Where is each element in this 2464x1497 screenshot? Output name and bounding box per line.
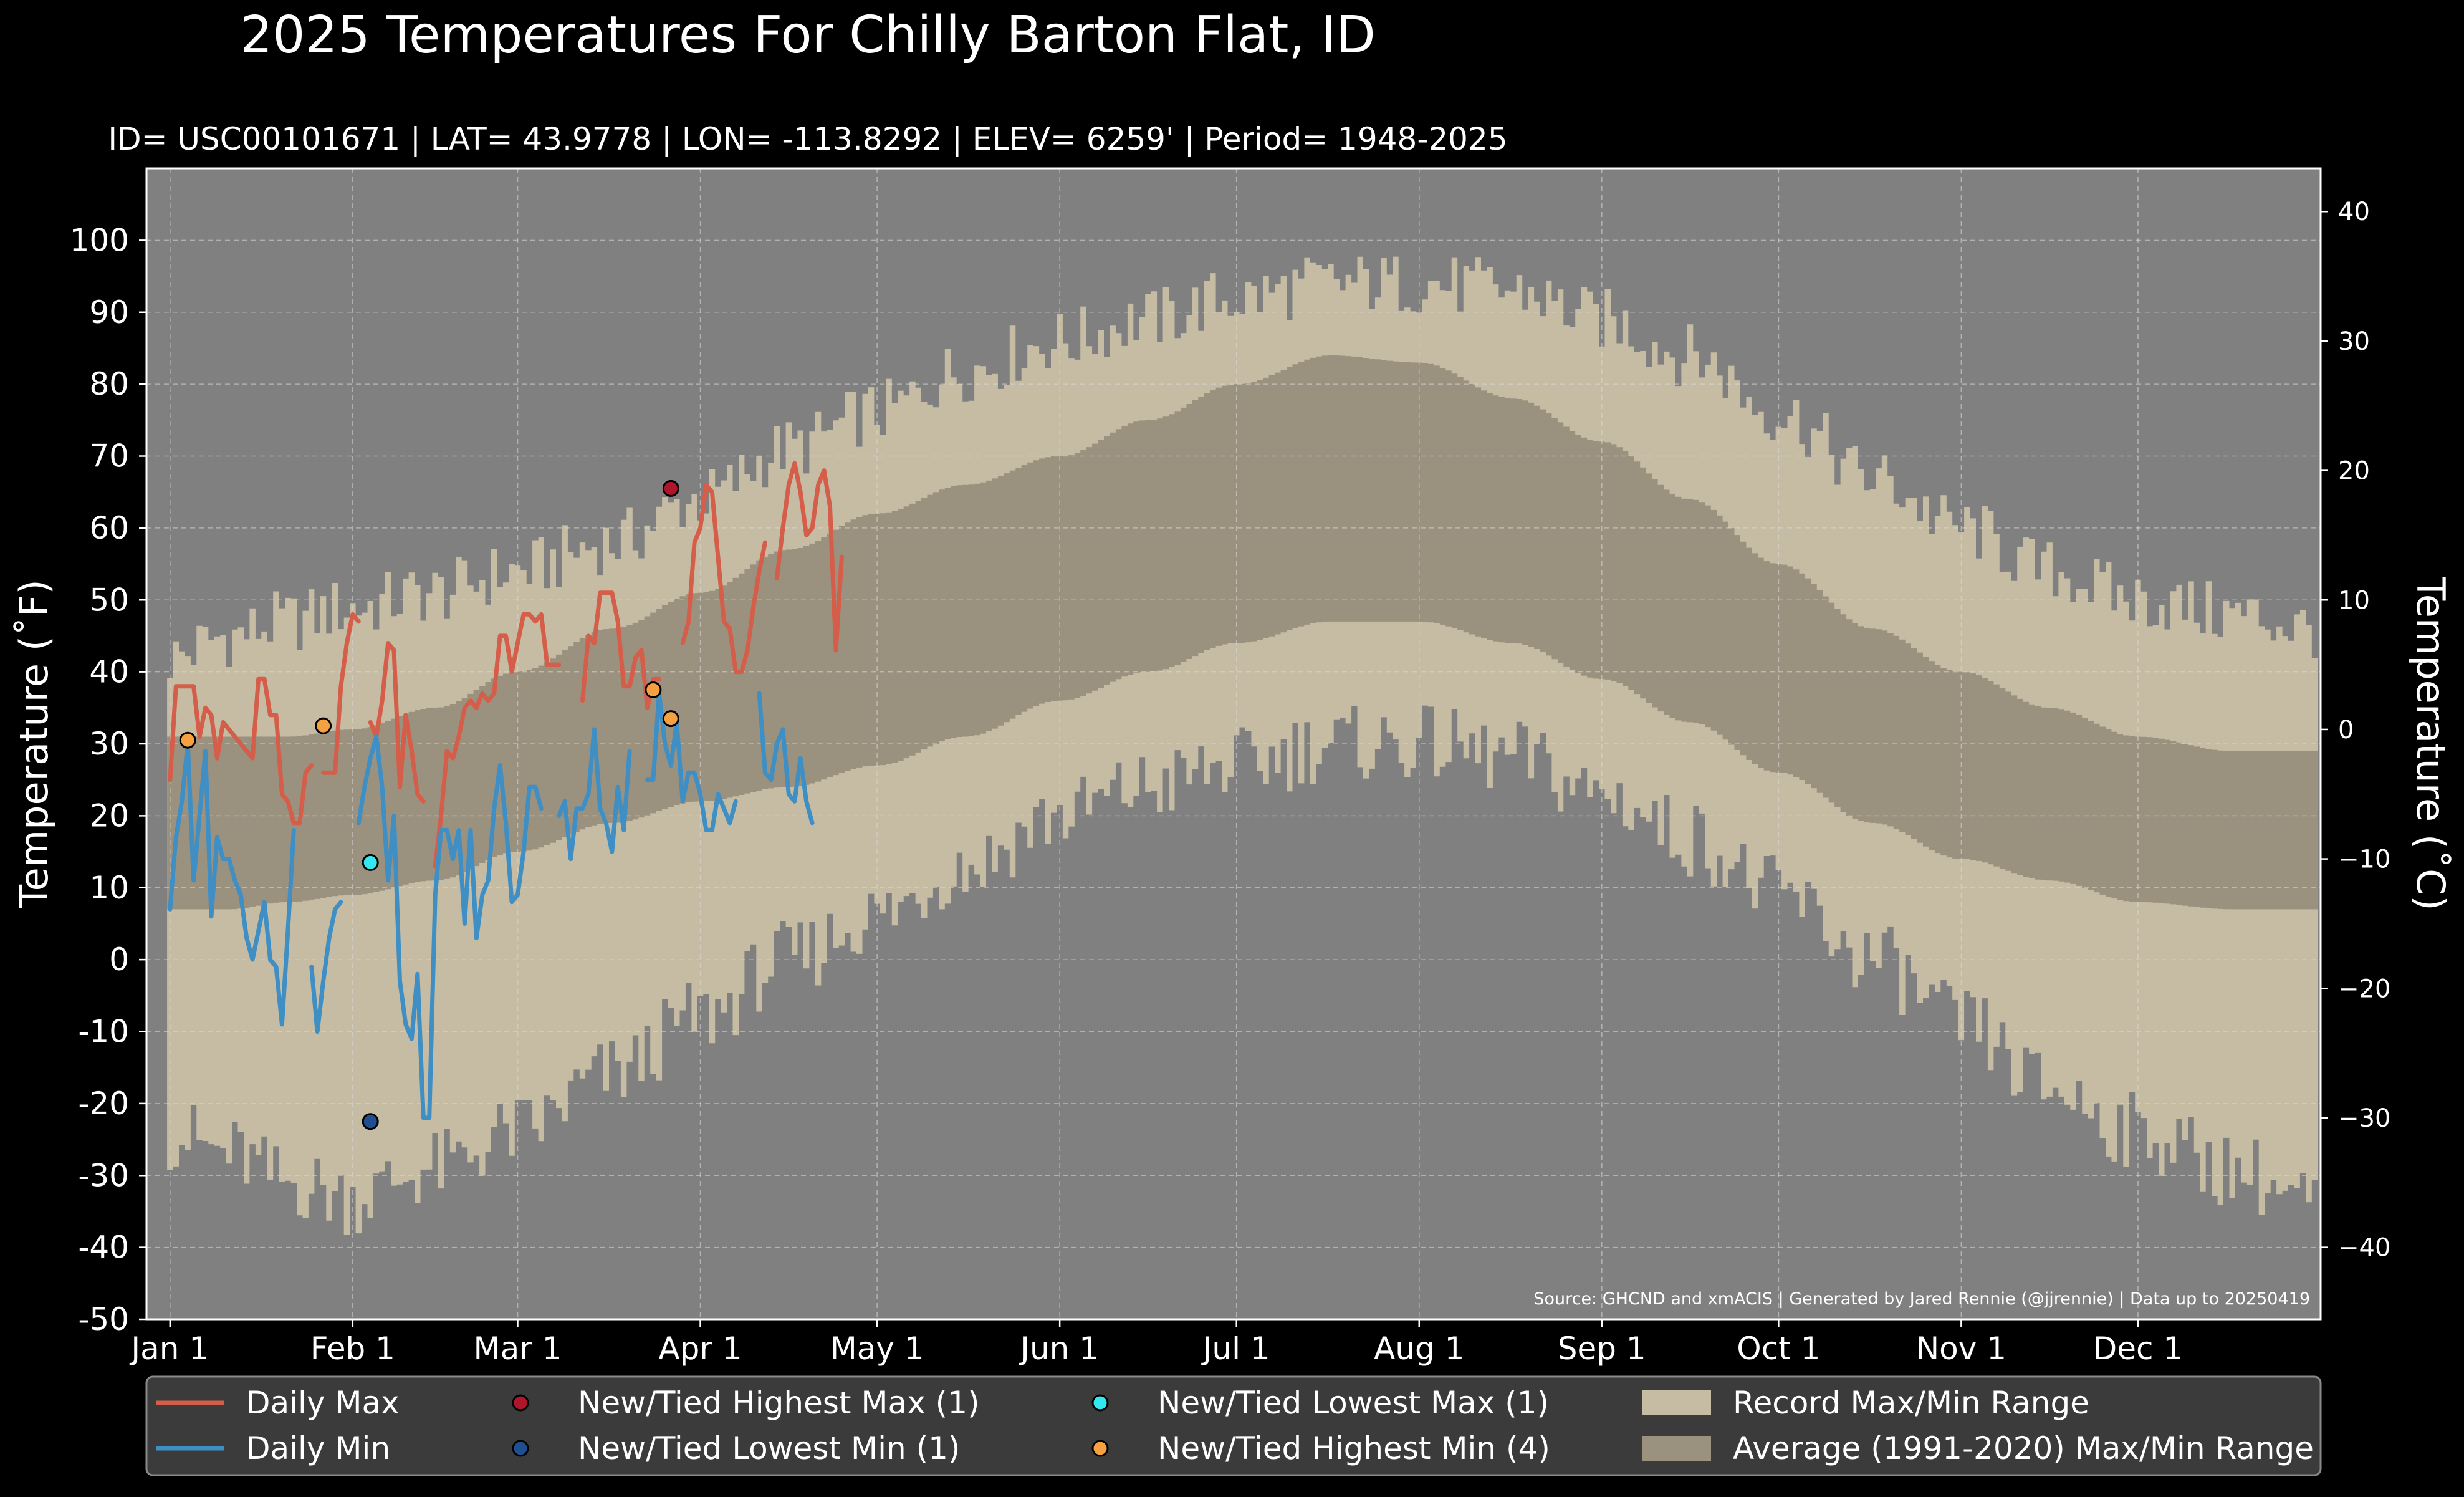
record-marker (662, 479, 679, 497)
y-tick-label: 10 (89, 870, 129, 906)
record-markers (179, 479, 679, 1130)
y-tick-label: 80 (89, 366, 129, 402)
y-tick-label: 90 (89, 294, 129, 330)
average-range-band (167, 355, 2318, 910)
y-tick-label: 70 (89, 438, 129, 474)
legend-label: New/Tied Lowest Max (1) (1158, 1385, 1549, 1421)
x-tick-label: Apr 1 (658, 1331, 742, 1367)
x-tick-label: Sep 1 (1558, 1331, 1646, 1367)
legend-item: New/Tied Highest Max (1) (512, 1385, 980, 1421)
y-right-tick-label: 40 (2338, 198, 2370, 226)
record-marker (662, 710, 679, 728)
daily-series (168, 461, 844, 1120)
average-range-area (167, 355, 2318, 910)
y-tick-label: -40 (78, 1230, 129, 1266)
legend-item: Daily Min (156, 1430, 390, 1466)
x-tick-label: Jan 1 (129, 1331, 209, 1367)
record-marker (315, 717, 332, 734)
legend-swatch (512, 1440, 529, 1457)
chart-title: 2025 Temperatures For Chilly Barton Flat… (240, 6, 1376, 65)
legend-swatch (1642, 1390, 1711, 1415)
x-tick-label: Aug 1 (1374, 1331, 1464, 1367)
legend-swatch (1091, 1394, 1109, 1412)
legend-box (145, 1375, 2322, 1476)
legend-swatch (512, 1394, 529, 1412)
y-tick-label: 60 (89, 510, 129, 546)
record-marker (362, 1113, 379, 1130)
x-tick-label: Oct 1 (1737, 1331, 1820, 1367)
source-note: Source: GHCND and xmACIS | Generated by … (1533, 1289, 2310, 1309)
legend-item: Record Max/Min Range (1642, 1385, 2089, 1421)
y-tick-label: -30 (78, 1157, 129, 1193)
y-right-tick-label: −30 (2338, 1104, 2390, 1133)
legend-label: Daily Max (246, 1385, 400, 1421)
y-tick-label: 0 (109, 941, 129, 978)
legend-label: New/Tied Highest Max (1) (578, 1385, 980, 1421)
record-range-area (167, 256, 2318, 1236)
y-tick-label: -50 (78, 1301, 129, 1337)
series-line-daily-max (168, 461, 844, 869)
y-tick-label: 40 (89, 654, 129, 690)
legend-item: New/Tied Lowest Min (1) (512, 1430, 960, 1466)
y-tick-label: 100 (70, 222, 129, 258)
y-tick-label: -20 (78, 1085, 129, 1122)
x-tick-label: Mar 1 (473, 1331, 562, 1367)
y-axis-label-left: Temperature (˚F) (11, 579, 57, 908)
record-range-band (167, 256, 2318, 1236)
legend: Daily Max Daily Min New/Tied Highest Max (… (156, 1385, 2314, 1466)
series-line-daily-min (168, 691, 815, 1120)
legend-item: Daily Max (156, 1385, 400, 1421)
y-tick-label: 50 (89, 582, 129, 618)
legend-label: Record Max/Min Range (1733, 1385, 2089, 1421)
legend-label: Average (1991-2020) Max/Min Range (1733, 1430, 2314, 1466)
x-tick-label: Jul 1 (1201, 1331, 1270, 1367)
y-axis-label-right: Temperature (˚C) (2408, 576, 2453, 910)
legend-swatch (1642, 1436, 1711, 1461)
x-tick-label: Jun 1 (1019, 1331, 1099, 1367)
legend-label: New/Tied Lowest Min (1) (578, 1430, 960, 1466)
legend-label: New/Tied Highest Min (4) (1158, 1430, 1550, 1466)
y-right-tick-label: −20 (2338, 975, 2390, 1003)
record-marker (362, 854, 379, 871)
grid-lines (146, 168, 2321, 1319)
y-right-tick-label: 10 (2338, 586, 2370, 615)
axes: -50-40-30-20-100102030405060708090100−40… (70, 198, 2391, 1367)
x-tick-label: Nov 1 (1916, 1331, 2006, 1367)
y-tick-label: 30 (89, 726, 129, 762)
legend-item: Average (1991-2020) Max/Min Range (1642, 1430, 2314, 1466)
x-tick-label: Feb 1 (310, 1331, 395, 1367)
y-tick-label: -10 (78, 1014, 129, 1050)
legend-swatch (1091, 1440, 1109, 1457)
x-tick-label: May 1 (830, 1331, 924, 1367)
y-tick-label: 20 (89, 797, 129, 834)
legend-label: Daily Min (246, 1430, 390, 1466)
y-right-tick-label: −40 (2338, 1234, 2390, 1263)
legend-item: New/Tied Lowest Max (1) (1091, 1385, 1549, 1421)
legend-item: New/Tied Highest Min (4) (1091, 1430, 1550, 1466)
chart-subtitle: ID= USC00101671 | LAT= 43.9778 | LON= -1… (108, 121, 1507, 157)
x-tick-label: Dec 1 (2093, 1331, 2183, 1367)
record-marker (645, 681, 662, 698)
y-right-tick-label: −10 (2338, 845, 2390, 874)
y-right-tick-label: 0 (2338, 716, 2354, 744)
y-right-tick-label: 20 (2338, 457, 2370, 486)
record-marker (179, 731, 196, 749)
y-right-tick-label: 30 (2338, 327, 2370, 356)
